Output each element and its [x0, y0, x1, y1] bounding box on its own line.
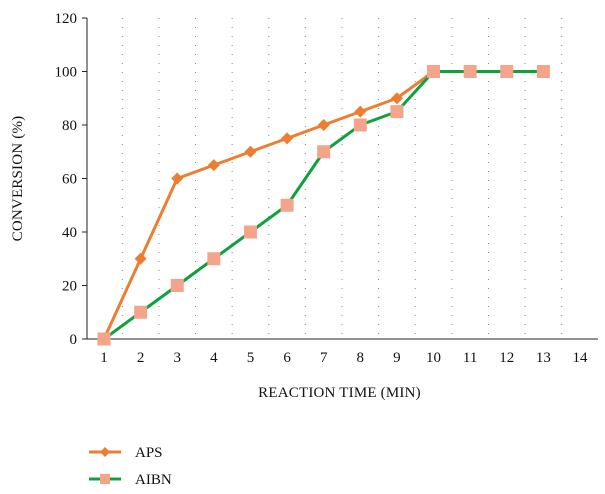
series-line-aps	[102, 70, 544, 340]
x-tick-label: 7	[320, 350, 328, 366]
x-tick-label: 3	[173, 350, 181, 366]
y-tick-label: 40	[62, 225, 77, 241]
y-tick-label: 100	[55, 65, 78, 81]
legend-marker	[100, 447, 110, 457]
series-aps	[98, 65, 550, 345]
x-tick-label: 4	[210, 350, 218, 366]
x-tick-label: 13	[536, 350, 551, 366]
legend-label: APS	[135, 445, 163, 461]
y-tick-label: 120	[55, 11, 78, 27]
data-point-aibn	[97, 332, 111, 346]
x-axis-title: REACTION TIME (MIN)	[258, 385, 421, 401]
y-tick-label: 20	[62, 279, 77, 295]
x-tick-label: 9	[393, 350, 401, 366]
data-point-aps	[354, 105, 367, 118]
legend-marker	[100, 474, 110, 484]
data-point-aibn	[170, 279, 184, 292]
data-point-aibn	[243, 225, 257, 239]
data-point-aibn	[427, 65, 441, 78]
data-point-aibn	[500, 65, 514, 78]
data-point-aps	[317, 119, 330, 131]
data-point-aibn	[207, 252, 221, 266]
x-tick-label: 6	[283, 350, 291, 366]
data-point-aibn	[280, 198, 294, 212]
data-point-aibn	[353, 118, 367, 132]
legend-item-aps: APS	[89, 445, 163, 461]
data-point-aps	[134, 252, 147, 265]
data-point-aibn	[463, 65, 477, 78]
x-tick-label: 2	[137, 350, 145, 366]
series-aibn	[97, 65, 550, 346]
data-point-aibn	[134, 305, 148, 319]
data-point-aps	[244, 145, 257, 158]
data-point-aibn	[317, 145, 331, 159]
x-tick-label: 14	[573, 350, 589, 366]
x-tick-label: 1	[100, 350, 108, 366]
legend-label: AIBN	[135, 472, 172, 488]
y-axis-title: CONVERSION (%)	[10, 116, 26, 242]
data-point-aibn	[536, 65, 550, 78]
axes	[86, 18, 598, 340]
x-tick-label: 5	[247, 350, 255, 366]
legend-item-aibn: AIBN	[89, 472, 172, 488]
y-tick-label: 0	[70, 332, 78, 348]
series-line-aibn	[103, 70, 544, 341]
y-tick-labels: 0 20 40 60 80 100 120	[55, 11, 87, 348]
data-point-aps	[207, 159, 220, 172]
data-point-aibn	[390, 105, 404, 119]
y-tick-label: 60	[62, 172, 77, 188]
x-tick-label: 12	[499, 350, 514, 366]
data-point-aps	[390, 92, 403, 105]
legend: APS AIBN	[89, 445, 172, 488]
x-tick-label: 11	[463, 350, 477, 366]
x-tick-label: 8	[357, 350, 365, 366]
grid-lines	[121, 18, 563, 339]
x-tick-labels: 1 2 3 4 5 6 7 8 9 10 11 12 13 14	[100, 350, 588, 366]
x-tick-label: 10	[426, 350, 441, 366]
y-tick-label: 80	[62, 118, 77, 134]
series-group	[97, 65, 550, 346]
data-point-aps	[171, 172, 184, 185]
data-point-aps	[281, 132, 294, 145]
